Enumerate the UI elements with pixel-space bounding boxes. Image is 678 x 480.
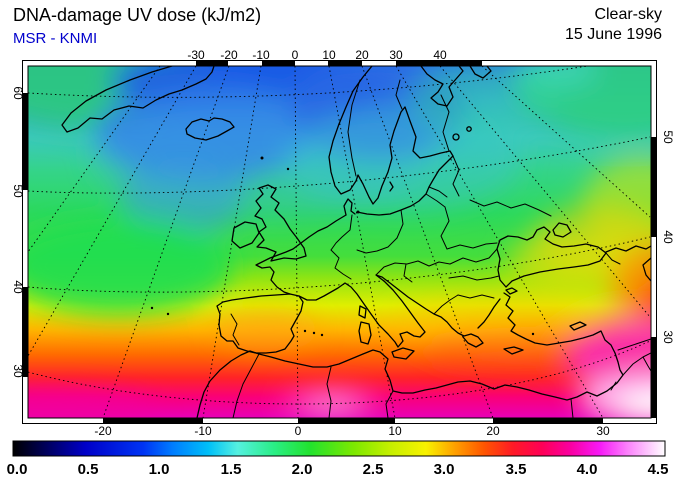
colorbar-label: 2.0 [292,461,313,478]
page-title: DNA-damage UV dose (kJ/m2) [13,5,262,25]
colorbar-label: 0.0 [7,461,28,478]
colorbar-label: 3.5 [506,461,527,478]
colorbar-label: 1.5 [221,461,242,478]
colorbar-label: 4.5 [648,461,669,478]
left-tick-label: 50 [11,184,25,198]
bottom-tick-label: -10 [194,424,212,438]
coastlines [61,66,651,418]
top-tick-label: 30 [389,48,403,62]
bottom-tick-label: 20 [486,424,500,438]
right-tick-label: 40 [661,230,675,244]
header-right-block: Clear-sky 15 June 1996 [565,5,662,45]
date-label: 15 June 1996 [565,26,662,43]
top-tick-label: 10 [322,48,336,62]
top-tick-label: 0 [292,48,299,62]
top-tick-label: -10 [252,48,270,62]
colorbar-gradient [12,440,666,457]
colorbar-label: 1.0 [149,461,170,478]
right-tick-label: 30 [661,330,675,344]
bottom-tick-label: 0 [295,424,302,438]
left-tick-label: 60 [11,86,25,100]
colorbar-labels: 0.0 0.5 1.0 1.5 2.0 2.5 3.0 3.5 4.0 4.5 [7,461,669,478]
left-tick-label: 40 [11,280,25,294]
right-tick-label: 50 [661,130,675,144]
axis-labels: -30 -20 -10 0 10 20 30 40 -20 -10 0 10 2… [11,48,675,438]
country-borders [230,79,651,418]
top-tick-label: 40 [433,48,447,62]
top-tick-label: -30 [187,48,205,62]
colorbar-label: 4.0 [577,461,598,478]
uv-dose-field [28,66,651,418]
graticule [28,66,651,418]
map-frame [22,60,657,424]
bottom-tick-label: -20 [94,424,112,438]
colorbar: 0.0 0.5 1.0 1.5 2.0 2.5 3.0 3.5 4.0 4.5 [7,440,669,478]
bottom-tick-label: 10 [388,424,402,438]
colorbar-label: 3.0 [434,461,455,478]
subtitle-msr-knmi: MSR - KNMI [13,30,98,47]
colorbar-label: 0.5 [78,461,99,478]
condition-label: Clear-sky [594,6,662,23]
top-tick-label: 20 [355,48,369,62]
frame-zebra-segments [22,60,657,424]
colorbar-label: 2.5 [363,461,384,478]
bottom-tick-label: 30 [596,424,610,438]
left-tick-label: 30 [11,364,25,378]
top-tick-label: -20 [220,48,238,62]
